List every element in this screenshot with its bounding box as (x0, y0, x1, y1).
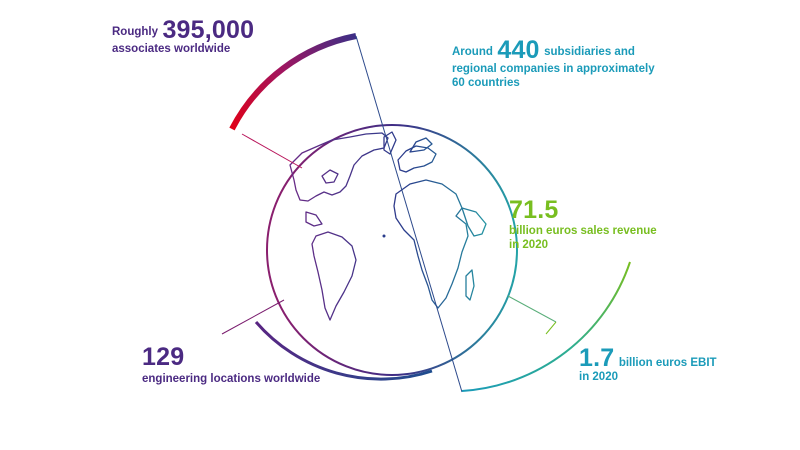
revenue-line1: billion euros sales revenue (509, 225, 657, 237)
associates-value: 395,000 (162, 16, 255, 44)
revenue-line2: in 2020 (509, 238, 548, 251)
ebit-line2: in 2020 (579, 371, 618, 384)
associates-prefix: Roughly (112, 26, 158, 38)
ebit-leader-tick (545, 321, 557, 335)
associates-leader-line (241, 133, 303, 169)
ebit-value: 1.7 (579, 344, 615, 372)
subsidiaries-line2: regional companies in approximately (452, 63, 655, 76)
revenue-value: 71.5 (509, 196, 559, 224)
engineering-caption: engineering locations worldwide (142, 373, 321, 385)
globe-outline (266, 124, 518, 376)
engineering-value: 129 (142, 343, 185, 371)
subsidiaries-line3: 60 countries (452, 76, 520, 89)
associates-caption: associates worldwide (112, 43, 231, 56)
ebit-leader-line (507, 295, 557, 323)
engineering-arc (254, 321, 433, 381)
ebit-arc (461, 261, 631, 392)
subsidiaries-value: 440 (497, 36, 540, 64)
associates-stat: Roughly 395,000 associates worldwide (112, 18, 254, 57)
subsidiaries-prefix: Around (452, 46, 493, 58)
revenue-stat: 71.5 billion euros sales revenue in 2020 (509, 198, 657, 253)
subsidiaries-leader-line (355, 35, 463, 393)
subsidiaries-stat: Around 440 subsidiaries and regional com… (452, 38, 655, 91)
engineering-stat: 129 engineering locations worldwide (142, 345, 320, 387)
engineering-leader-line (221, 299, 285, 335)
subsidiaries-suffix: subsidiaries and (544, 46, 635, 58)
world-globe-icon (289, 131, 487, 321)
ebit-stat: 1.7 billion euros EBIT in 2020 (579, 346, 717, 385)
associates-arc (229, 33, 357, 131)
ebit-suffix: billion euros EBIT (618, 357, 717, 369)
